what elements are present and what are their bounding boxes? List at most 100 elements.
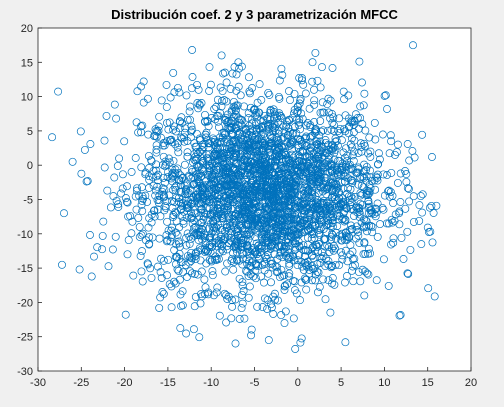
scatter-point bbox=[298, 74, 306, 83]
scatter-point bbox=[280, 282, 289, 291]
scatter-point bbox=[210, 223, 219, 232]
scatter-point bbox=[270, 289, 279, 298]
scatter-point bbox=[311, 154, 320, 163]
scatter-point bbox=[311, 125, 320, 134]
scatter-point bbox=[293, 261, 302, 270]
scatter-point bbox=[297, 140, 306, 149]
scatter-point bbox=[286, 158, 295, 167]
scatter-point bbox=[118, 170, 127, 179]
scatter-point bbox=[338, 236, 347, 245]
scatter-point bbox=[310, 96, 319, 105]
scatter-point bbox=[153, 182, 162, 191]
scatter-point bbox=[208, 172, 217, 181]
scatter-point bbox=[172, 181, 181, 190]
scatter-point bbox=[163, 173, 172, 182]
x-tick-label: 20 bbox=[465, 377, 477, 389]
scatter-point bbox=[331, 204, 339, 212]
scatter-point bbox=[327, 125, 336, 134]
scatter-point bbox=[229, 248, 237, 257]
scatter-point bbox=[286, 96, 294, 105]
scatter-point bbox=[198, 292, 206, 301]
scatter-point bbox=[423, 223, 432, 232]
scatter-point bbox=[269, 212, 278, 221]
scatter-point bbox=[245, 162, 254, 171]
scatter-point bbox=[163, 217, 172, 226]
scatter-point bbox=[171, 186, 180, 195]
scatter-point bbox=[357, 143, 366, 151]
scatter-point bbox=[317, 170, 326, 178]
scatter-point bbox=[323, 126, 332, 135]
x-tick-label: 0 bbox=[295, 377, 301, 389]
scatter-point bbox=[373, 160, 382, 169]
scatter-point bbox=[192, 191, 201, 200]
scatter-point bbox=[224, 203, 233, 212]
scatter-point bbox=[100, 136, 109, 145]
scatter-point bbox=[199, 181, 208, 190]
scatter-point bbox=[234, 199, 243, 208]
scatter-point bbox=[335, 114, 344, 123]
scatter-point bbox=[246, 128, 255, 137]
scatter-point bbox=[288, 145, 296, 154]
scatter-point bbox=[268, 218, 277, 227]
scatter-point bbox=[291, 181, 300, 190]
scatter-point bbox=[308, 276, 316, 285]
scatter-point bbox=[258, 303, 267, 312]
scatter-point bbox=[242, 267, 251, 276]
scatter-point bbox=[170, 122, 179, 131]
scatter-point bbox=[375, 155, 384, 164]
scatter-point bbox=[138, 207, 147, 216]
scatter-point bbox=[303, 260, 312, 269]
scatter-point bbox=[77, 169, 86, 178]
scatter-point bbox=[251, 266, 260, 275]
scatter-point bbox=[290, 89, 299, 98]
scatter-point bbox=[308, 58, 317, 67]
scatter-point bbox=[255, 80, 264, 89]
scatter-point bbox=[373, 173, 382, 182]
scatter-point bbox=[93, 243, 102, 252]
scatter-point bbox=[251, 274, 260, 283]
scatter-point bbox=[120, 137, 129, 146]
scatter-point bbox=[387, 137, 396, 146]
scatter-point bbox=[181, 261, 190, 269]
scatter-point bbox=[298, 199, 307, 208]
scatter-point bbox=[246, 172, 255, 180]
scatter-point bbox=[167, 174, 176, 183]
scatter-point bbox=[237, 169, 246, 178]
scatter-point bbox=[213, 143, 222, 152]
scatter-point bbox=[149, 181, 158, 190]
scatter-point bbox=[278, 253, 287, 262]
scatter-point bbox=[292, 289, 301, 298]
scatter-point bbox=[165, 280, 174, 289]
scatter-point bbox=[331, 260, 340, 269]
scatter-point bbox=[319, 252, 328, 261]
scatter-point bbox=[217, 234, 226, 243]
scatter-point bbox=[124, 236, 133, 245]
scatter-point bbox=[252, 260, 261, 269]
scatter-point bbox=[158, 288, 167, 296]
scatter-point bbox=[151, 191, 160, 200]
scatter-point bbox=[98, 231, 107, 240]
scatter-point bbox=[137, 82, 146, 91]
scatter-point bbox=[288, 226, 297, 235]
scatter-point bbox=[189, 180, 198, 189]
scatter-point bbox=[169, 213, 178, 221]
scatter-point bbox=[200, 275, 209, 284]
scatter-point bbox=[340, 95, 349, 104]
scatter-point bbox=[205, 195, 214, 203]
scatter-point bbox=[227, 314, 236, 323]
scatter-point bbox=[354, 163, 363, 172]
scatter-point bbox=[158, 184, 167, 193]
scatter-point bbox=[214, 172, 223, 181]
scatter-point bbox=[324, 108, 333, 117]
scatter-point bbox=[318, 143, 327, 151]
scatter-point bbox=[230, 103, 239, 112]
scatter-point bbox=[275, 251, 284, 260]
scatter-point bbox=[242, 152, 251, 161]
scatter-point bbox=[341, 111, 350, 120]
scatter-point bbox=[429, 209, 438, 217]
scatter-point bbox=[165, 191, 174, 200]
scatter-point bbox=[274, 118, 283, 127]
scatter-point bbox=[305, 215, 314, 224]
scatter-point bbox=[391, 150, 399, 159]
scatter-point bbox=[387, 168, 396, 177]
